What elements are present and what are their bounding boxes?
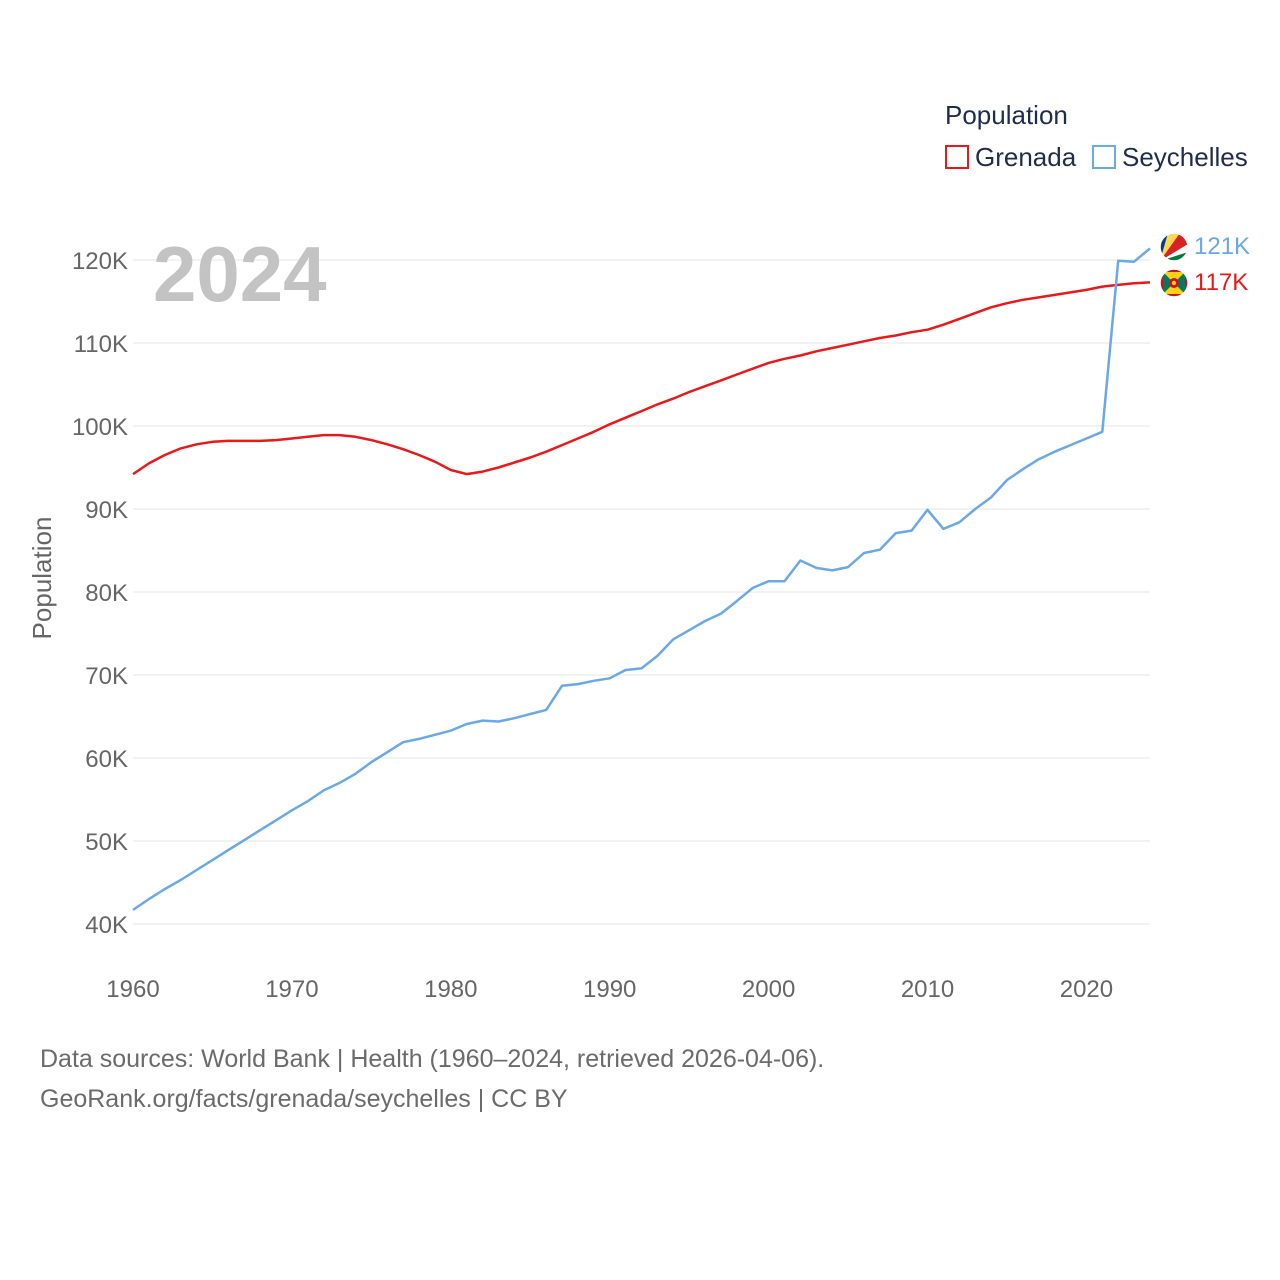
- y-axis-title: Population: [27, 517, 57, 640]
- grenada-flag-icon: [1160, 269, 1188, 297]
- source-line-2[interactable]: GeoRank.org/facts/grenada/seychelles | C…: [40, 1085, 568, 1113]
- y-tick-label: 60K: [85, 746, 128, 773]
- legend-item-grenada[interactable]: Grenada: [945, 142, 1077, 172]
- legend-label-grenada: Grenada: [975, 142, 1077, 172]
- y-tick-label: 100K: [72, 414, 128, 441]
- x-tick-label: 1960: [106, 976, 159, 1003]
- y-axis-ticks: 40K 50K 60K 70K 80K 90K 100K 110K 120K: [72, 248, 128, 939]
- y-tick-label: 50K: [85, 829, 128, 856]
- x-tick-label: 1970: [265, 976, 318, 1003]
- x-tick-label: 1990: [583, 976, 636, 1003]
- series-lines: [132, 247, 1151, 911]
- end-label-grenada: 117K: [1194, 269, 1248, 296]
- y-tick-label: 80K: [85, 580, 128, 607]
- end-label-seychelles: 121K: [1194, 233, 1250, 260]
- x-tick-label: 1980: [424, 976, 477, 1003]
- series-line-grenada[interactable]: [132, 281, 1151, 476]
- y-tick-label: 110K: [74, 331, 128, 358]
- x-tick-label: 2010: [901, 976, 954, 1003]
- legend[interactable]: Population Grenada Seychelles: [945, 100, 1248, 172]
- legend-swatch-grenada: [945, 145, 969, 169]
- y-tick-label: 40K: [85, 912, 128, 939]
- x-tick-label: 2000: [742, 976, 795, 1003]
- legend-label-seychelles: Seychelles: [1122, 142, 1248, 172]
- x-axis-ticks: 1960 1970 1980 1990 2000 2010 2020: [106, 976, 1113, 1003]
- x-tick-label: 2020: [1060, 976, 1113, 1003]
- legend-title: Population: [945, 100, 1068, 130]
- y-tick-label: 120K: [72, 248, 128, 275]
- gridlines: [133, 259, 1150, 925]
- y-tick-label: 70K: [85, 663, 128, 690]
- series-line-seychelles[interactable]: [132, 247, 1151, 911]
- legend-swatch-seychelles: [1092, 145, 1116, 169]
- legend-item-seychelles[interactable]: Seychelles: [1092, 142, 1248, 172]
- y-tick-label: 90K: [85, 497, 128, 524]
- current-year-label: 2024: [153, 230, 327, 318]
- source-line-1: Data sources: World Bank | Health (1960–…: [40, 1045, 825, 1073]
